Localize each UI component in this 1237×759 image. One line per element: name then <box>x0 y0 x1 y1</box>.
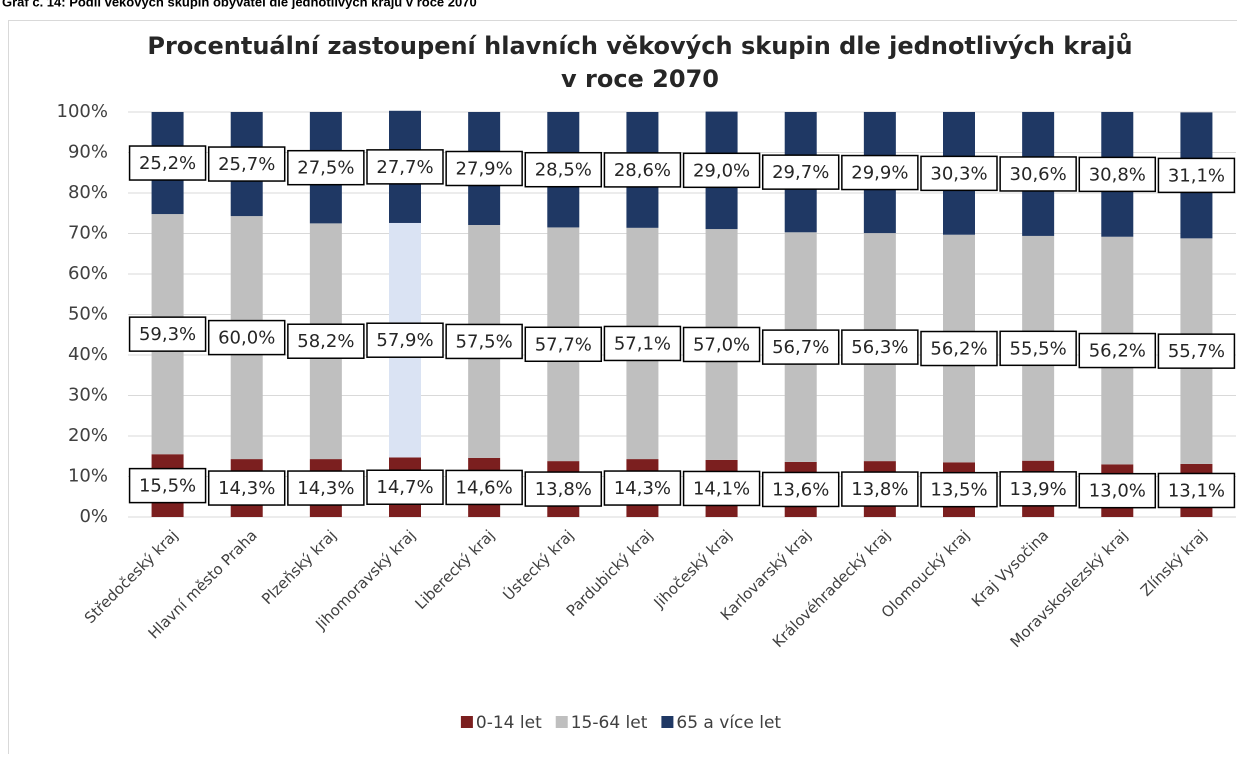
legend: 0-14 let 15-64 let 65 a více let <box>461 713 782 733</box>
data-label: 30,3% <box>930 163 987 184</box>
data-label: 55,7% <box>1168 341 1225 362</box>
legend-swatch <box>556 716 568 728</box>
data-label: 25,7% <box>218 154 275 175</box>
data-label: 29,9% <box>851 163 908 184</box>
data-label: 27,5% <box>297 158 354 179</box>
data-label: 29,0% <box>693 160 750 181</box>
x-tick-label: Pardubický kraj <box>563 526 657 620</box>
data-label: 13,0% <box>1089 481 1146 502</box>
data-label: 30,6% <box>1010 164 1067 185</box>
y-tick-label: 60% <box>68 263 108 284</box>
data-label: 57,5% <box>456 331 513 352</box>
data-label: 27,7% <box>376 157 433 178</box>
data-label: 13,5% <box>930 480 987 501</box>
chart-title: v roce 2070 <box>561 65 719 93</box>
data-label: 60,0% <box>218 328 275 349</box>
data-label: 56,2% <box>1089 341 1146 362</box>
y-tick-label: 100% <box>57 101 108 122</box>
y-tick-label: 40% <box>68 344 108 365</box>
data-label: 14,1% <box>693 478 750 499</box>
data-label: 28,6% <box>614 160 671 181</box>
data-label: 13,8% <box>851 479 908 500</box>
y-tick-label: 30% <box>68 385 108 406</box>
data-label: 13,8% <box>535 479 592 500</box>
data-label: 27,9% <box>456 158 513 179</box>
data-label: 13,1% <box>1168 480 1225 501</box>
x-tick-label: Kraj Vysočina <box>968 526 1052 610</box>
x-tick-label: Zlínský kraj <box>1137 526 1211 600</box>
legend-swatch <box>461 716 473 728</box>
data-label: 56,7% <box>772 337 829 358</box>
data-label: 56,2% <box>930 339 987 360</box>
data-label: 14,3% <box>218 478 275 499</box>
chart-title: Procentuální zastoupení hlavních věkovýc… <box>147 32 1132 60</box>
data-label: 57,0% <box>693 334 750 355</box>
caption: Graf č. 14: Podíl věkových skupin obyvat… <box>2 0 477 9</box>
y-tick-label: 90% <box>68 142 108 163</box>
data-label: 59,3% <box>139 324 196 345</box>
y-tick-label: 20% <box>68 425 108 446</box>
y-tick-label: 0% <box>79 506 108 527</box>
legend-label: 15-64 let <box>571 713 648 733</box>
y-tick-label: 80% <box>68 182 108 203</box>
data-label: 14,3% <box>297 478 354 499</box>
data-label: 56,3% <box>851 337 908 358</box>
y-tick-label: 50% <box>68 304 108 325</box>
data-label: 15,5% <box>139 476 196 497</box>
data-label: 14,7% <box>376 477 433 498</box>
data-label: 14,3% <box>614 478 671 499</box>
data-label: 57,9% <box>376 330 433 351</box>
data-label: 57,7% <box>535 334 592 355</box>
data-label: 31,1% <box>1168 165 1225 186</box>
data-label: 25,2% <box>139 153 196 174</box>
y-tick-label: 10% <box>68 466 108 487</box>
y-tick-label: 70% <box>68 223 108 244</box>
legend-label: 0-14 let <box>476 713 542 733</box>
data-label: 58,2% <box>297 331 354 352</box>
data-label: 55,5% <box>1010 338 1067 359</box>
data-label: 28,5% <box>535 160 592 181</box>
data-label: 29,7% <box>772 162 829 183</box>
data-label: 14,6% <box>456 477 513 498</box>
x-tick-label: Ústecký kraj <box>499 526 578 605</box>
x-tick-label: Plzeňský kraj <box>258 526 340 608</box>
x-tick-label: Liberecký kraj <box>411 526 498 613</box>
legend-label: 65 a více let <box>676 713 781 733</box>
data-label: 57,1% <box>614 333 671 354</box>
x-tick-label: Jihočeský kraj <box>650 526 736 612</box>
legend-swatch <box>661 716 673 728</box>
data-label: 13,9% <box>1010 479 1067 500</box>
data-label: 30,8% <box>1089 164 1146 185</box>
data-label: 13,6% <box>772 479 829 500</box>
